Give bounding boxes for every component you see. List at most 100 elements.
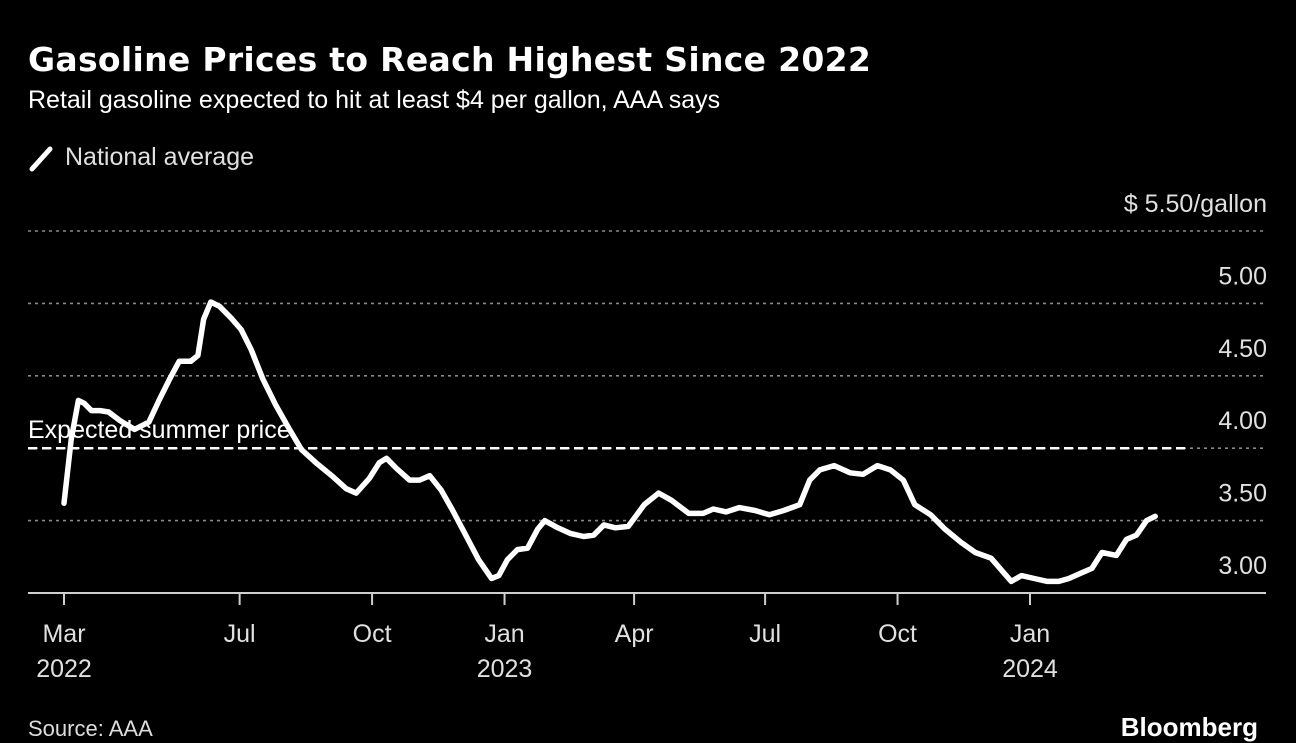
x-tick-year-label: 2023 xyxy=(477,655,533,683)
data-point xyxy=(427,473,432,478)
data-point xyxy=(195,353,200,358)
data-point xyxy=(98,408,103,413)
data-point xyxy=(1114,553,1119,558)
legend-label-national-average: National average xyxy=(65,142,255,171)
x-tick-label: Oct xyxy=(878,620,917,648)
data-point xyxy=(69,437,74,442)
data-point xyxy=(167,378,172,383)
series-line-national-average xyxy=(61,299,1158,585)
data-point xyxy=(450,508,455,513)
data-point xyxy=(912,502,917,507)
x-tick-label: Apr xyxy=(615,620,654,648)
data-point xyxy=(1009,579,1014,584)
data-point xyxy=(781,508,786,513)
data-point xyxy=(591,533,596,538)
data-point xyxy=(505,557,510,562)
data-point xyxy=(463,533,468,538)
data-point xyxy=(1019,573,1024,578)
data-point xyxy=(535,527,540,532)
data-point xyxy=(568,531,573,536)
data-point xyxy=(82,401,87,406)
data-point xyxy=(229,315,234,320)
data-point xyxy=(1045,579,1050,584)
data-point xyxy=(273,402,278,407)
source-note: Source: AAA xyxy=(28,716,153,741)
data-point xyxy=(76,398,81,403)
data-point xyxy=(928,512,933,517)
data-point xyxy=(626,524,631,529)
data-point xyxy=(999,567,1004,572)
data-point xyxy=(1066,576,1071,581)
data-point xyxy=(753,508,758,513)
data-point xyxy=(377,460,382,465)
bloomberg-logo: Bloomberg xyxy=(1120,712,1258,742)
data-point xyxy=(555,525,560,530)
data-point xyxy=(354,491,359,496)
y-tick-label: 3.00 xyxy=(1218,552,1267,580)
y-tick-label: 5.00 xyxy=(1218,262,1267,290)
data-point xyxy=(669,498,674,503)
data-point xyxy=(344,486,349,491)
data-point xyxy=(797,502,802,507)
data-point xyxy=(861,472,866,477)
data-point xyxy=(188,359,193,364)
data-point xyxy=(542,518,547,523)
data-point xyxy=(901,478,906,483)
data-point xyxy=(106,410,111,415)
y-axis-labels: $ 5.50/gallon 5.00 4.50 4.00 3.50 3.00 xyxy=(1124,190,1267,580)
y-tick-label: 4.00 xyxy=(1218,407,1267,435)
data-point xyxy=(239,327,244,332)
data-point xyxy=(439,488,444,493)
data-point xyxy=(1134,533,1139,538)
x-tick-label: Jul xyxy=(224,620,256,648)
data-point xyxy=(407,478,412,483)
gridlines xyxy=(28,230,1266,522)
legend: National average xyxy=(28,141,254,173)
data-point xyxy=(515,547,520,552)
data-point xyxy=(832,463,837,468)
data-point xyxy=(299,447,304,452)
data-point xyxy=(737,505,742,510)
data-point xyxy=(711,507,716,512)
data-point xyxy=(313,460,318,465)
reference-line-label: Expected summer price xyxy=(28,416,291,444)
data-point xyxy=(958,540,963,545)
data-point xyxy=(286,425,291,430)
x-tick-label: Jan xyxy=(1010,620,1050,648)
x-tick-label: Oct xyxy=(353,620,392,648)
x-tick-label: Jul xyxy=(749,620,781,648)
data-point xyxy=(89,408,94,413)
data-point xyxy=(613,525,618,530)
data-point xyxy=(132,427,137,432)
data-point xyxy=(1089,566,1094,571)
data-point xyxy=(973,550,978,555)
data-point xyxy=(767,512,772,517)
data-point xyxy=(476,557,481,562)
data-point xyxy=(1056,579,1061,584)
data-point xyxy=(384,456,389,461)
reference-line-group: Expected summer price xyxy=(28,416,1185,450)
data-point xyxy=(1124,537,1129,542)
y-tick-label: $ 5.50/gallon xyxy=(1124,190,1267,218)
data-point xyxy=(642,502,647,507)
data-point xyxy=(724,509,729,514)
data-point xyxy=(525,546,530,551)
data-point xyxy=(1100,550,1105,555)
data-point xyxy=(329,473,334,478)
data-point xyxy=(601,522,606,527)
data-point xyxy=(848,470,853,475)
data-point xyxy=(260,376,265,381)
data-point xyxy=(201,317,206,322)
chart-subtitle: Retail gasoline expected to hit at least… xyxy=(28,86,721,114)
data-point xyxy=(394,466,399,471)
x-tick-label: Jan xyxy=(484,620,524,648)
data-point xyxy=(489,576,494,581)
data-point xyxy=(1144,518,1149,523)
data-point xyxy=(157,398,162,403)
y-tick-label: 3.50 xyxy=(1218,480,1267,508)
data-point xyxy=(686,511,691,516)
data-point xyxy=(943,527,948,532)
data-point xyxy=(875,463,880,468)
data-point xyxy=(701,511,706,516)
